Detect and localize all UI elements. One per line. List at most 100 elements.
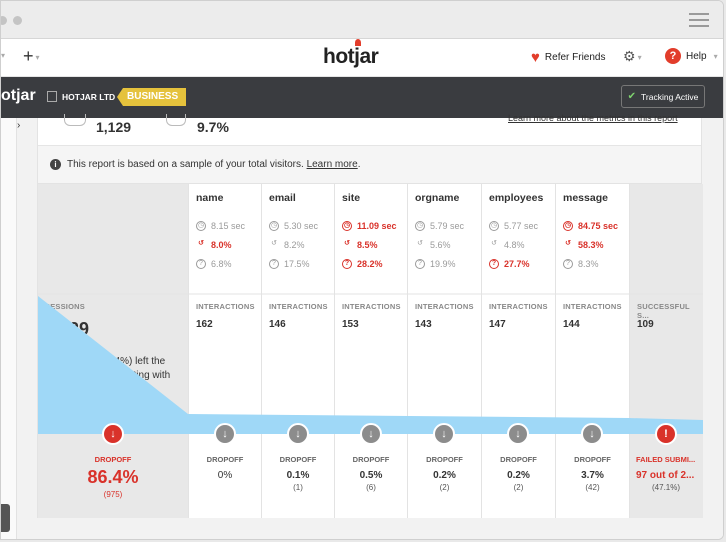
top-nav: ▾ + ▾ hotjar ♥ Refer Friends ⚙ ▾ ? Help ▾ — [1, 39, 723, 77]
org-bar: otjar HOTJAR LTD BUSINESS ✔ Tracking Act… — [1, 77, 723, 118]
refill-metric: ↺ 8.0% — [196, 240, 231, 250]
refresh-icon: ↺ — [417, 240, 423, 247]
help-icon: ? — [665, 48, 681, 64]
interactions-value: 143 — [415, 319, 432, 330]
blank-metric: ? 27.7% — [489, 259, 530, 269]
interactions-value: 147 — [489, 319, 506, 330]
refresh-icon: ↺ — [198, 240, 204, 247]
interactions-label: INTERACTIONS — [342, 302, 401, 311]
interactions-value: 144 — [563, 319, 580, 330]
failed-submissions-value: 97 out of 2... — [636, 470, 695, 481]
help-label: Help — [686, 50, 707, 62]
dropoff-count: (42) — [585, 483, 600, 492]
refresh-icon: ↺ — [491, 240, 497, 247]
menu-icon[interactable] — [689, 13, 709, 27]
field-name: email — [269, 192, 296, 204]
refer-friends-label: Refer Friends — [544, 52, 606, 63]
refill-metric: ↺ 8.5% — [342, 240, 377, 250]
field-column-orgname[interactable]: orgname ◷ 5.79 sec ↺ 5.6% ? 19.9% INTERACTI… — [407, 184, 481, 518]
question-icon: ? — [196, 259, 206, 269]
time-metric: ◷ 8.15 sec — [196, 221, 246, 231]
dropoff-label: DROPOFF — [574, 455, 611, 464]
dropoff-count: (975) — [103, 490, 123, 499]
dropoff-label: DROPOFF — [500, 455, 537, 464]
dropoff-label: DROPOFF — [279, 455, 317, 464]
question-icon: ? — [269, 259, 279, 269]
field-column-name[interactable]: name ◷ 8.15 sec ↺ 8.0% ? 6.8% INTERACTIONS … — [188, 184, 261, 518]
refresh-icon: ↺ — [271, 240, 277, 247]
brand-name[interactable]: otjar — [1, 87, 36, 104]
window-control-dot[interactable] — [13, 16, 22, 25]
org-name: HOTJAR LTD — [62, 91, 116, 102]
clock-icon: ◷ — [563, 221, 573, 231]
clock-icon: ◷ — [415, 221, 425, 231]
learn-more-metrics-link[interactable]: Learn more about the metrics in this rep… — [508, 113, 678, 123]
dropoff-count: (1) — [293, 483, 303, 492]
org-switcher[interactable]: HOTJAR LTD — [47, 91, 115, 102]
blank-metric: ? 28.2% — [342, 259, 383, 269]
failed-submissions-label: FAILED SUBMI... — [636, 455, 696, 464]
question-icon: ? — [342, 259, 352, 269]
dropoff-count: (2) — [439, 483, 450, 492]
tracking-label: Tracking Active — [641, 91, 699, 102]
building-icon — [47, 91, 57, 102]
window-control-dot[interactable] — [1, 16, 7, 25]
chevron-down-icon: ▾ — [35, 52, 40, 62]
settings-button[interactable]: ⚙ ▾ — [623, 48, 642, 65]
failed-alert-icon[interactable]: ! — [655, 423, 677, 445]
field-column-message[interactable]: message ◷ 84.75 sec ↺ 58.3% ? 8.3% INTERACT… — [555, 184, 629, 518]
time-metric: ◷ 5.77 sec — [489, 221, 539, 231]
field-column-site[interactable]: site ◷ 11.09 sec ↺ 8.5% ? 28.2% INTERACTION… — [334, 184, 407, 518]
field-name: employees — [489, 192, 544, 204]
feedback-tab[interactable] — [1, 504, 10, 532]
field-column-email[interactable]: email ◷ 5.30 sec ↺ 8.2% ? 17.5% INTERACTION… — [261, 184, 334, 518]
interactions-value: 153 — [342, 319, 359, 330]
dropoff-arrow-icon[interactable]: ↓ — [287, 423, 309, 445]
info-icon: i — [50, 159, 61, 170]
dropoff-arrow-icon[interactable]: ↓ — [433, 423, 455, 445]
dropoff-arrow-icon[interactable]: ↓ — [102, 423, 124, 445]
clock-icon: ◷ — [269, 221, 279, 231]
sessions-label: SESSIONS — [45, 302, 85, 311]
dropoff-label: DROPOFF — [426, 455, 463, 464]
chevron-right-icon[interactable]: › — [17, 120, 21, 131]
sample-notice: i This report is based on a sample of yo… — [38, 146, 701, 184]
dropoff-arrow-icon[interactable]: ↓ — [507, 423, 529, 445]
refill-metric: ↺ 58.3% — [563, 240, 603, 250]
question-icon: ? — [563, 259, 573, 269]
time-metric: ◷ 11.09 sec — [342, 221, 397, 231]
help-button[interactable]: ? Help ▾ — [665, 48, 718, 64]
refill-metric: ↺ 4.8% — [489, 240, 524, 250]
interactions-value: 162 — [196, 319, 213, 330]
blank-metric: ? 17.5% — [269, 259, 310, 269]
interactions-label: INTERACTIONS — [489, 302, 548, 311]
dropoff-arrow-icon[interactable]: ↓ — [360, 423, 382, 445]
conversion-rate: 9.7% — [197, 119, 229, 135]
stats-row: 1,129 9.7% Learn more about the metrics … — [38, 113, 701, 146]
field-column-employees[interactable]: employees ◷ 5.77 sec ↺ 4.8% ? 27.7% INTERAC… — [481, 184, 555, 518]
dropoff-label: DROPOFF — [352, 455, 390, 464]
refer-friends-button[interactable]: ♥ Refer Friends — [531, 50, 605, 65]
dropoff-label: DROPOFF — [206, 455, 244, 464]
add-button[interactable]: + ▾ — [23, 46, 40, 66]
question-icon: ? — [415, 259, 425, 269]
tracking-status-button[interactable]: ✔ Tracking Active — [621, 85, 705, 108]
plan-badge: BUSINESS — [117, 88, 187, 106]
visitors-icon — [64, 114, 86, 126]
report-content: › 1,129 9.7% Learn more about the metric… — [1, 113, 723, 539]
check-icon: ✔ — [627, 91, 637, 102]
field-name: name — [196, 192, 224, 204]
dropoff-count: (2) — [513, 483, 524, 492]
hotjar-logo[interactable]: hotjar — [323, 39, 379, 69]
dropoff-arrow-icon[interactable]: ↓ — [581, 423, 603, 445]
field-name: site — [342, 192, 361, 204]
dropoff-arrow-icon[interactable]: ↓ — [214, 423, 236, 445]
time-metric: ◷ 5.30 sec — [269, 221, 319, 231]
flame-icon — [355, 39, 361, 46]
sidebar-collapsed — [1, 118, 17, 539]
field-name: message — [563, 192, 608, 204]
chevron-down-icon[interactable]: ▾ — [1, 51, 6, 60]
dropoff-count: (6) — [366, 483, 376, 492]
learn-more-link[interactable]: Learn more — [306, 159, 358, 170]
